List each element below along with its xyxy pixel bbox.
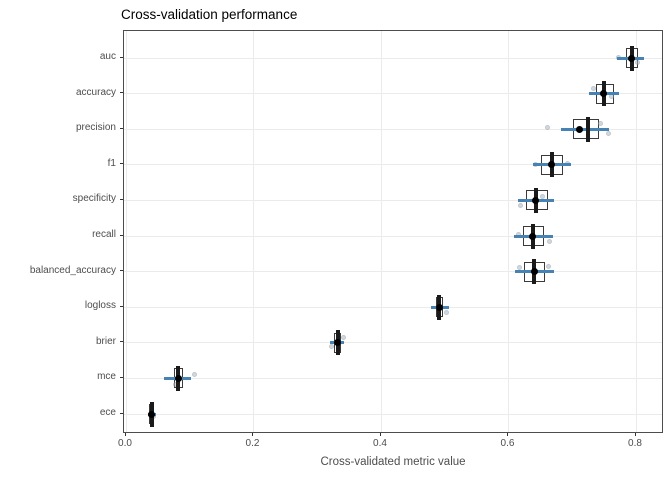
gridline-horizontal bbox=[124, 306, 662, 308]
cv-fold-point bbox=[597, 120, 603, 126]
mean-point-mce bbox=[174, 374, 182, 382]
cv-fold-point bbox=[539, 193, 545, 199]
cv-fold-point bbox=[590, 86, 596, 92]
y-axis-label-mce: mce bbox=[97, 371, 116, 383]
mean-point-auc bbox=[628, 54, 636, 62]
cv-fold-point bbox=[546, 264, 552, 270]
cv-fold-point bbox=[546, 238, 552, 244]
gridline-horizontal bbox=[124, 342, 662, 344]
cv-fold-point bbox=[634, 59, 640, 65]
y-axis-label-logloss: logloss bbox=[84, 300, 116, 312]
y-axis-label-auc: auc bbox=[99, 51, 116, 62]
y-axis-tick bbox=[120, 412, 123, 414]
cv-fold-point bbox=[328, 344, 334, 350]
chart-title: Cross-validation performance bbox=[121, 7, 298, 22]
mean-point-brier bbox=[334, 339, 342, 347]
y-axis-label-recall: recall bbox=[92, 229, 116, 240]
cv-fold-point bbox=[516, 265, 522, 271]
interval-line-precision bbox=[560, 127, 610, 131]
x-axis-tick-label: 0.2 bbox=[245, 438, 260, 449]
y-axis-tick bbox=[120, 376, 123, 378]
mean-point-ece bbox=[148, 410, 155, 418]
gridline-horizontal bbox=[124, 128, 662, 130]
y-axis-tick bbox=[120, 198, 123, 200]
y-axis-tick bbox=[120, 163, 123, 165]
mean-point-accuracy bbox=[599, 90, 607, 98]
gridline-vertical bbox=[508, 31, 509, 432]
x-axis-tick bbox=[252, 433, 253, 436]
cv-fold-point bbox=[544, 124, 550, 130]
y-axis-tick bbox=[120, 56, 123, 58]
gridline-horizontal bbox=[124, 413, 662, 415]
x-axis-tick-label: 0.8 bbox=[628, 438, 642, 449]
y-axis-label-f1: f1 bbox=[107, 157, 116, 169]
mean-point-balanced_accuracy bbox=[530, 268, 538, 276]
y-axis-label-accuracy: accuracy bbox=[75, 86, 116, 98]
gridline-horizontal bbox=[124, 164, 662, 166]
y-axis-tick bbox=[120, 127, 123, 129]
median-bar-precision bbox=[586, 116, 591, 142]
mean-point-f1 bbox=[548, 161, 556, 169]
y-axis-tick bbox=[120, 234, 123, 236]
x-axis-tick bbox=[507, 433, 508, 436]
y-axis-tick bbox=[120, 270, 123, 272]
cv-fold-point bbox=[443, 309, 449, 315]
x-axis-tick-label: 0.0 bbox=[118, 438, 132, 449]
x-axis-tick bbox=[124, 433, 126, 436]
gridline-horizontal bbox=[124, 271, 662, 273]
gridline-horizontal bbox=[124, 377, 662, 379]
x-axis-tick bbox=[379, 433, 381, 436]
mean-point-logloss bbox=[435, 303, 443, 311]
cv-fold-point bbox=[340, 335, 346, 341]
mean-point-precision bbox=[575, 125, 583, 133]
gridline-vertical bbox=[380, 31, 382, 432]
gridline-horizontal bbox=[124, 199, 662, 201]
plot-panel bbox=[123, 30, 663, 433]
y-axis-label-precision: precision bbox=[75, 122, 116, 134]
gridline-horizontal bbox=[124, 57, 662, 59]
y-axis-label-brier: brier bbox=[95, 335, 116, 347]
mean-point-specificity bbox=[531, 196, 539, 204]
y-axis-tick bbox=[120, 341, 123, 343]
x-axis-title: Cross-validated metric value bbox=[320, 456, 466, 468]
cv-fold-point bbox=[191, 371, 197, 377]
gridline-vertical bbox=[253, 31, 254, 432]
gridline-horizontal bbox=[124, 93, 662, 95]
gridline-horizontal bbox=[124, 235, 662, 237]
y-axis-tick bbox=[120, 92, 123, 94]
x-axis-tick bbox=[634, 433, 636, 436]
y-axis-label-specificity: specificity bbox=[72, 193, 116, 205]
y-axis-label-balanced_accuracy: balanced_accuracy bbox=[29, 264, 116, 276]
gridline-vertical bbox=[635, 31, 637, 432]
x-axis-tick-label: 0.6 bbox=[500, 438, 515, 449]
mean-point-recall bbox=[529, 232, 537, 240]
gridline-vertical bbox=[125, 31, 127, 432]
cv-fold-point bbox=[606, 130, 612, 136]
cv-fold-point bbox=[518, 202, 524, 208]
y-axis-label-ece: ece bbox=[99, 407, 116, 418]
x-axis-tick-label: 0.4 bbox=[373, 438, 387, 449]
y-axis-tick bbox=[120, 305, 123, 307]
